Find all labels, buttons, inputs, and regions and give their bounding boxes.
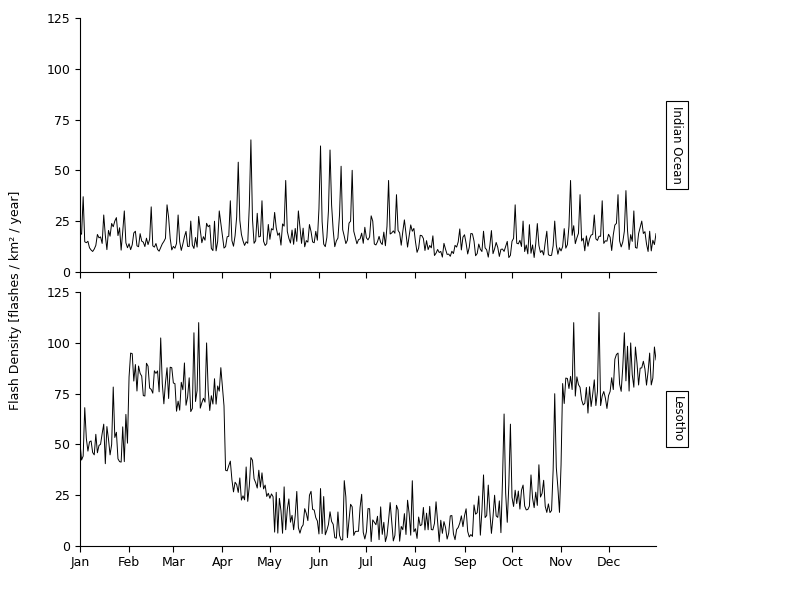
Text: Lesotho: Lesotho bbox=[670, 396, 683, 442]
Text: Flash Density [flashes / km² / year]: Flash Density [flashes / km² / year] bbox=[10, 190, 22, 410]
Text: Indian Ocean: Indian Ocean bbox=[670, 106, 683, 184]
